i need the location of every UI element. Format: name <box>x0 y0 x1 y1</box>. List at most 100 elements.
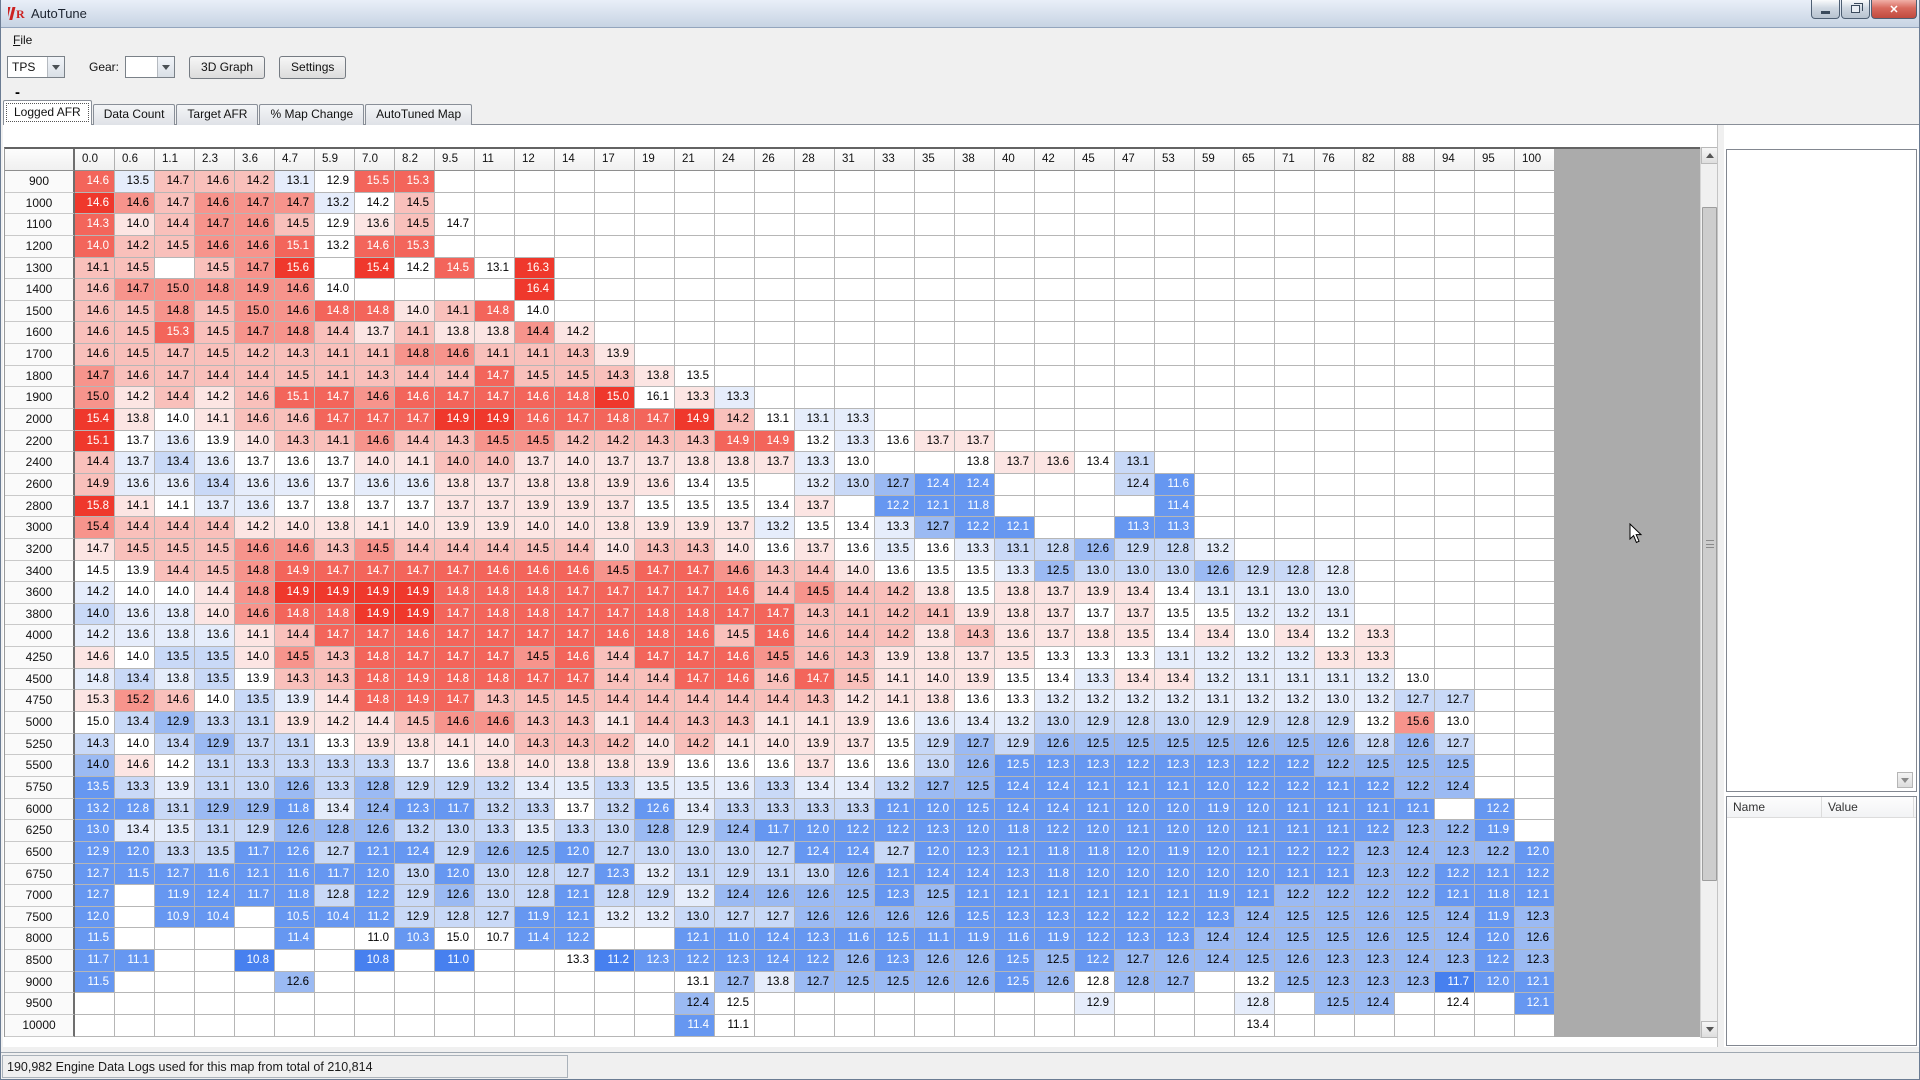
afr-cell[interactable] <box>475 214 515 236</box>
afr-cell[interactable]: 14.1 <box>315 344 355 366</box>
afr-cell[interactable]: 13.6 <box>875 755 915 777</box>
afr-cell[interactable]: 13.7 <box>315 473 355 496</box>
afr-cell[interactable]: 14.7 <box>635 560 675 583</box>
afr-cell[interactable]: 14.7 <box>355 560 395 583</box>
afr-cell[interactable] <box>1155 192 1195 215</box>
afr-cell[interactable]: 12.3 <box>1075 755 1115 777</box>
afr-cell[interactable] <box>1475 387 1515 410</box>
afr-cell[interactable]: 12.4 <box>1435 993 1475 1015</box>
afr-cell[interactable]: 14.6 <box>75 192 115 215</box>
afr-cell[interactable]: 13.4 <box>1195 625 1235 648</box>
afr-cell[interactable]: 14.8 <box>275 322 315 345</box>
afr-cell[interactable]: 13.6 <box>915 538 955 561</box>
afr-cell[interactable] <box>835 279 875 301</box>
afr-cell[interactable] <box>1475 300 1515 323</box>
afr-cell[interactable]: 13.4 <box>1275 625 1315 648</box>
afr-cell[interactable]: 14.5 <box>195 322 235 345</box>
afr-cell[interactable]: 13.8 <box>155 668 195 691</box>
afr-cell[interactable]: 11.0 <box>435 950 475 972</box>
afr-cell[interactable]: 13.3 <box>835 430 875 453</box>
afr-cell[interactable] <box>1395 257 1435 280</box>
afr-cell[interactable]: 12.9 <box>995 733 1035 756</box>
afr-cell[interactable]: 13.0 <box>795 863 835 886</box>
afr-cell[interactable]: 12.1 <box>1355 798 1395 821</box>
afr-cell[interactable]: 14.1 <box>395 452 435 474</box>
afr-cell[interactable]: 12.9 <box>315 214 355 236</box>
afr-cell[interactable]: 12.2 <box>1315 885 1355 907</box>
afr-cell[interactable]: 14.7 <box>235 257 275 280</box>
afr-cell[interactable]: 13.0 <box>1435 712 1475 734</box>
afr-cell[interactable]: 13.7 <box>195 495 235 518</box>
afr-cell[interactable] <box>1395 300 1435 323</box>
afr-cell[interactable] <box>955 344 995 366</box>
afr-cell[interactable]: 14.4 <box>435 538 475 561</box>
afr-cell[interactable] <box>875 387 915 410</box>
afr-cell[interactable] <box>795 171 835 193</box>
afr-cell[interactable] <box>1075 365 1115 388</box>
afr-cell[interactable]: 12.4 <box>715 885 755 907</box>
afr-cell[interactable] <box>835 300 875 323</box>
afr-cell[interactable]: 15.3 <box>75 690 115 713</box>
afr-cell[interactable]: 12.1 <box>1115 820 1155 842</box>
afr-cell[interactable]: 13.4 <box>1235 1014 1275 1037</box>
afr-cell[interactable]: 12.5 <box>515 841 555 864</box>
afr-cell[interactable]: 14.7 <box>635 582 675 604</box>
afr-cell[interactable] <box>1515 300 1555 323</box>
afr-cell[interactable]: 12.1 <box>1395 798 1435 821</box>
afr-cell[interactable] <box>1475 776 1515 799</box>
afr-cell[interactable]: 12.5 <box>1035 950 1075 972</box>
afr-cell[interactable]: 12.0 <box>75 906 115 929</box>
afr-cell[interactable]: 13.4 <box>835 776 875 799</box>
afr-cell[interactable]: 12.7 <box>915 517 955 539</box>
afr-cell[interactable] <box>1355 538 1395 561</box>
afr-cell[interactable]: 12.6 <box>475 841 515 864</box>
afr-cell[interactable]: 12.7 <box>715 906 755 929</box>
afr-cell[interactable]: 12.1 <box>1075 885 1115 907</box>
afr-cell[interactable] <box>875 279 915 301</box>
afr-cell[interactable]: 15.5 <box>355 171 395 193</box>
afr-cell[interactable] <box>995 192 1035 215</box>
afr-cell[interactable]: 13.4 <box>1155 582 1195 604</box>
afr-cell[interactable]: 14.0 <box>355 452 395 474</box>
afr-cell[interactable]: 15.2 <box>115 690 155 713</box>
afr-cell[interactable]: 13.8 <box>555 755 595 777</box>
afr-cell[interactable] <box>635 279 675 301</box>
afr-cell[interactable]: 14.3 <box>555 344 595 366</box>
afr-cell[interactable]: 11.8 <box>1035 841 1075 864</box>
afr-cell[interactable] <box>1155 344 1195 366</box>
afr-cell[interactable] <box>1195 235 1235 258</box>
afr-cell[interactable]: 14.7 <box>75 538 115 561</box>
afr-cell[interactable]: 12.3 <box>395 798 435 821</box>
afr-cell[interactable]: 13.8 <box>715 452 755 474</box>
afr-cell[interactable]: 13.1 <box>195 755 235 777</box>
afr-cell[interactable]: 13.3 <box>1035 647 1075 669</box>
afr-cell[interactable]: 14.2 <box>875 582 915 604</box>
afr-cell[interactable]: 14.7 <box>315 409 355 431</box>
afr-cell[interactable]: 14.0 <box>75 603 115 626</box>
afr-cell[interactable]: 12.1 <box>1235 841 1275 864</box>
afr-cell[interactable] <box>1395 538 1435 561</box>
scroll-down-button[interactable] <box>1701 1021 1718 1038</box>
afr-cell[interactable]: 14.6 <box>115 755 155 777</box>
afr-cell[interactable]: 12.6 <box>915 950 955 972</box>
afr-cell[interactable] <box>1355 365 1395 388</box>
afr-cell[interactable] <box>1515 495 1555 518</box>
afr-cell[interactable]: 13.9 <box>515 495 555 518</box>
afr-cell[interactable]: 12.7 <box>915 776 955 799</box>
afr-cell[interactable]: 12.3 <box>1435 841 1475 864</box>
afr-cell[interactable]: 14.1 <box>475 344 515 366</box>
afr-cell[interactable]: 14.8 <box>235 560 275 583</box>
afr-cell[interactable] <box>1275 279 1315 301</box>
afr-cell[interactable]: 13.1 <box>995 538 1035 561</box>
afr-cell[interactable]: 14.4 <box>155 214 195 236</box>
afr-cell[interactable] <box>955 365 995 388</box>
afr-cell[interactable] <box>1475 690 1515 713</box>
afr-cell[interactable]: 12.9 <box>195 798 235 821</box>
afr-cell[interactable]: 13.6 <box>715 755 755 777</box>
afr-cell[interactable]: 12.1 <box>1155 885 1195 907</box>
afr-cell[interactable]: 14.2 <box>115 235 155 258</box>
afr-cell[interactable]: 14.2 <box>675 733 715 756</box>
afr-cell[interactable] <box>555 300 595 323</box>
afr-cell[interactable]: 13.4 <box>955 712 995 734</box>
afr-cell[interactable]: 14.1 <box>835 603 875 626</box>
